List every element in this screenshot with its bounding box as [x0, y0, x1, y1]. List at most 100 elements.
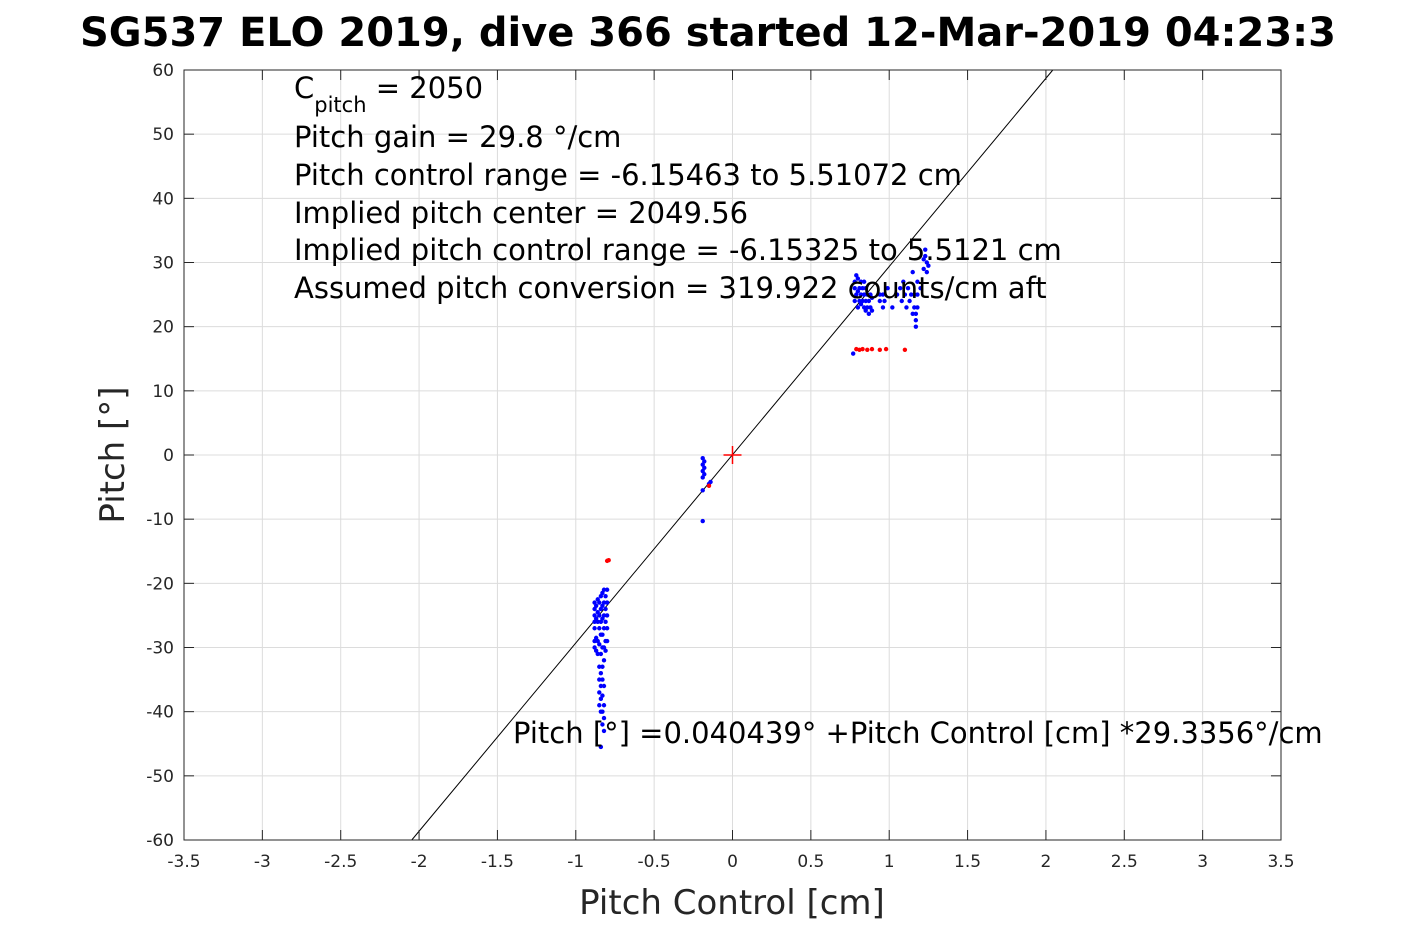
- data-point: [858, 292, 864, 297]
- data-point: [604, 638, 610, 644]
- data-point: [907, 298, 912, 304]
- data-point: [603, 606, 608, 612]
- data-point: [852, 298, 857, 304]
- data-point: [598, 744, 604, 750]
- data-point: [855, 305, 861, 310]
- data-point: [910, 311, 915, 317]
- data-point: [600, 722, 605, 727]
- data-point: [592, 626, 597, 631]
- x-tick-label: -2: [411, 852, 428, 872]
- rejected-point: [865, 347, 870, 352]
- data-point: [858, 279, 864, 284]
- x-tick-label: 3: [1197, 852, 1208, 872]
- data-point: [601, 703, 607, 708]
- x-axis-label: Pitch Control [cm]: [579, 883, 885, 923]
- data-point: [597, 690, 602, 695]
- data-point: [595, 619, 600, 625]
- annotation-pitch-control-range: Pitch control range = -6.15463 to 5.5107…: [294, 158, 962, 192]
- data-point: [598, 651, 604, 657]
- data-point: [894, 292, 900, 297]
- data-point: [600, 632, 605, 637]
- data-point: [913, 324, 919, 329]
- y-tick-label: -30: [146, 639, 174, 659]
- data-point: [598, 670, 604, 676]
- data-point: [866, 298, 872, 304]
- data-point: [901, 279, 906, 284]
- data-point: [855, 276, 861, 281]
- data-point: [863, 285, 868, 291]
- data-point: [601, 658, 607, 663]
- y-axis-label: Pitch [°]: [93, 386, 133, 523]
- data-point: [702, 472, 707, 477]
- y-tick-label: 0: [163, 446, 174, 466]
- data-point: [877, 298, 883, 304]
- data-point: [915, 292, 920, 297]
- data-point: [600, 693, 605, 698]
- data-point: [866, 311, 872, 317]
- data-point: [600, 709, 605, 714]
- axis-ticks: [183, 69, 1282, 841]
- data-point: [597, 613, 602, 618]
- x-tick-label: 0.5: [797, 852, 824, 872]
- data-point: [915, 279, 920, 284]
- rejected-point: [902, 347, 908, 352]
- data-point: [897, 285, 903, 291]
- grid-lines: [183, 69, 1282, 841]
- data-point: [601, 728, 607, 734]
- data-point: [921, 266, 926, 272]
- data-point: [597, 703, 602, 708]
- data-point: [597, 626, 602, 631]
- y-tick-label: -50: [146, 767, 174, 787]
- data-point: [708, 479, 713, 485]
- x-tick-label: 1.5: [954, 852, 981, 872]
- data-point: [850, 351, 856, 356]
- data-point: [604, 626, 610, 631]
- data-point: [702, 465, 707, 471]
- data-point: [860, 298, 865, 304]
- data-point: [905, 285, 911, 291]
- y-tick-label: 50: [152, 125, 174, 145]
- data-point: [598, 683, 604, 689]
- center-marker-group: [723, 446, 742, 464]
- data-point: [880, 292, 886, 297]
- data-point: [865, 305, 870, 310]
- x-tick-label: 0: [727, 852, 738, 872]
- data-point: [924, 269, 930, 275]
- data-point: [603, 619, 608, 625]
- data-point: [702, 459, 707, 464]
- cpitch-value: = 2050: [367, 71, 484, 105]
- data-point: [904, 305, 909, 310]
- y-tick-label: -10: [146, 510, 174, 530]
- y-tick-label: 20: [152, 318, 174, 338]
- data-point: [852, 279, 857, 284]
- data-point: [882, 298, 887, 304]
- cpitch-symbol: C: [294, 71, 314, 105]
- data-point: [912, 292, 917, 297]
- data-point: [865, 292, 870, 297]
- data-point: [923, 247, 928, 252]
- data-point: [890, 305, 895, 310]
- data-point: [918, 285, 923, 291]
- annotation-implied-pitch-center: Implied pitch center = 2049.56: [294, 196, 748, 230]
- y-tick-label: -40: [146, 703, 174, 723]
- x-tick-label: -0.5: [638, 852, 671, 872]
- cpitch-subscript: pitch: [314, 93, 366, 117]
- data-point: [923, 253, 928, 259]
- rejected-point: [860, 346, 865, 352]
- data-point: [700, 488, 705, 493]
- data-point: [700, 518, 705, 524]
- data-point: [601, 683, 607, 689]
- rejected-point: [606, 558, 611, 563]
- data-point: [877, 292, 883, 297]
- data-point: [597, 664, 602, 669]
- data-point: [604, 600, 610, 605]
- x-tick-label: 3.5: [1267, 852, 1294, 872]
- x-tick-label: 1: [884, 852, 895, 872]
- x-tick-labels: -3.5 -3 -2.5 -2 -1.5 -1 -0.5 0 0.5 1 1.5 2 2.5 3 3.5: [167, 852, 1294, 872]
- data-point: [861, 292, 867, 297]
- data-point: [915, 305, 920, 310]
- data-point: [597, 677, 602, 682]
- data-point: [593, 603, 599, 608]
- x-tick-label: -1: [567, 852, 584, 872]
